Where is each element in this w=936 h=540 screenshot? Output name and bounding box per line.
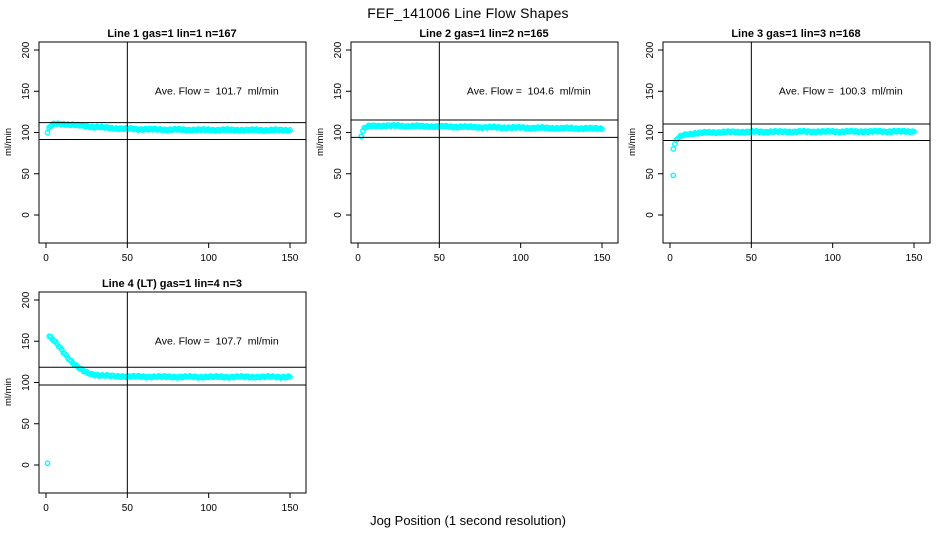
line-2-chart: Line 2 gas=1 lin=2 n=165 ml/min 0 50 100 150 0… — [315, 28, 619, 264]
data-point — [599, 126, 605, 133]
outlier-point — [670, 172, 677, 179]
line-1-chart: Line 1 gas=1 lin=1 n=167 ml/min 0 50 100 150 0… — [3, 28, 307, 264]
x-tick-label: 150 — [282, 253, 299, 264]
y-tick-label: 150 — [333, 82, 344, 99]
y-tick-label: 0 — [21, 462, 32, 468]
x-tick-label: 100 — [512, 253, 529, 264]
y-tick-label: 100 — [333, 124, 344, 141]
plot-box — [38, 291, 307, 494]
y-tick-label: 100 — [21, 124, 32, 141]
data-point — [287, 374, 293, 380]
y-axis-label: ml/min — [3, 128, 14, 156]
subplot-title: Line 2 gas=1 lin=2 n=165 — [419, 28, 548, 40]
y-tick-label: 200 — [333, 41, 344, 58]
y-tick-label: 150 — [21, 82, 32, 99]
data-series — [358, 122, 605, 140]
subplot-title: Line 4 (LT) gas=1 lin=4 n=3 — [102, 278, 242, 290]
subplot-title: Line 1 gas=1 lin=1 n=167 — [107, 28, 236, 40]
subplot-line-2: Line 2 gas=1 lin=2 n=165 ml/min 0 50 100 150 0… — [312, 20, 624, 270]
avg-flow-annotation: Ave. Flow = 107.7 ml/min — [155, 336, 279, 348]
y-tick-label: 50 — [333, 168, 344, 180]
plot-box — [38, 41, 307, 244]
avg-flow-annotation: Ave. Flow = 104.6 ml/min — [467, 86, 591, 98]
y-axis-label: ml/min — [627, 128, 638, 156]
x-tick-label: 0 — [355, 253, 361, 264]
y-tick-label: 150 — [21, 332, 32, 349]
data-series — [670, 127, 917, 179]
line-4-chart: Line 4 (LT) gas=1 lin=4 n=3 ml/min 0 50 100 1… — [3, 278, 307, 514]
figure-xlabel: Jog Position (1 second resolution) — [370, 513, 566, 528]
x-tick-label: 0 — [43, 503, 49, 514]
y-tick-label: 50 — [21, 418, 32, 430]
y-tick-label: 150 — [645, 82, 656, 99]
y-tick-label: 0 — [21, 212, 32, 218]
figure-title: FEF_141006 Line Flow Shapes — [367, 5, 569, 21]
subplot-line-1: Line 1 gas=1 lin=1 n=167 ml/min 0 50 100 150 0… — [0, 20, 312, 270]
x-tick-label: 50 — [122, 253, 134, 264]
y-tick-label: 100 — [21, 374, 32, 391]
x-tick-label: 150 — [282, 503, 299, 514]
subplot-title: Line 3 gas=1 lin=3 n=168 — [731, 28, 860, 40]
outlier-point — [670, 146, 677, 152]
y-tick-label: 200 — [21, 291, 32, 308]
data-series — [44, 333, 293, 467]
x-tick-label: 150 — [906, 253, 923, 264]
x-tick-label: 50 — [746, 253, 758, 264]
plot-box — [662, 41, 931, 244]
line-3-chart: Line 3 gas=1 lin=3 n=168 ml/min 0 50 100 150 0… — [627, 28, 931, 264]
x-tick-label: 100 — [200, 503, 217, 514]
x-tick-label: 50 — [122, 503, 134, 514]
data-point — [287, 127, 293, 133]
x-tick-label: 0 — [43, 253, 49, 264]
y-tick-label: 200 — [21, 41, 32, 58]
outlier-point — [44, 460, 51, 467]
x-tick-label: 150 — [594, 253, 611, 264]
y-tick-label: 100 — [645, 124, 656, 141]
x-tick-label: 50 — [434, 253, 446, 264]
y-axis-label: ml/min — [315, 128, 326, 156]
data-point — [911, 128, 917, 135]
x-tick-label: 0 — [667, 253, 673, 264]
subplot-line-4: Line 4 (LT) gas=1 lin=4 n=3 ml/min 0 50 100 1… — [0, 270, 312, 520]
y-tick-label: 50 — [21, 168, 32, 180]
y-tick-label: 200 — [645, 41, 656, 58]
x-tick-label: 100 — [200, 253, 217, 264]
avg-flow-annotation: Ave. Flow = 100.3 ml/min — [779, 86, 903, 98]
outlier-point — [358, 133, 365, 140]
avg-flow-annotation: Ave. Flow = 101.7 ml/min — [155, 86, 279, 98]
x-tick-label: 100 — [824, 253, 841, 264]
y-tick-label: 0 — [333, 212, 344, 218]
subplot-line-3: Line 3 gas=1 lin=3 n=168 ml/min 0 50 100 150 0… — [624, 20, 936, 270]
y-axis-label: ml/min — [3, 378, 14, 406]
y-tick-label: 0 — [645, 212, 656, 218]
data-series — [44, 120, 293, 136]
data-point — [44, 129, 51, 136]
plot-box — [350, 41, 619, 244]
y-tick-label: 50 — [645, 168, 656, 180]
